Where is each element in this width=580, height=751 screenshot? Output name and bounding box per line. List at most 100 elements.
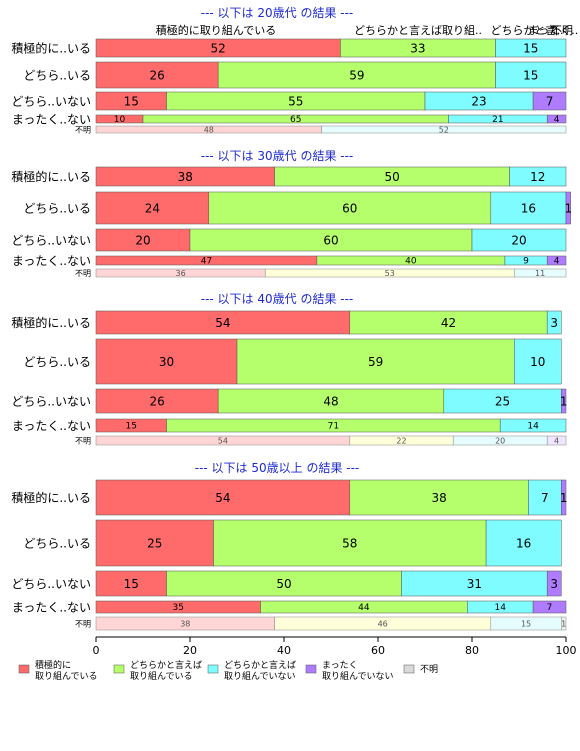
data-label: 30 [159, 355, 174, 369]
row-label: まったく..ない [12, 601, 91, 615]
data-label: 12 [530, 170, 545, 184]
data-label: 44 [358, 603, 370, 613]
bar-segment [485, 519, 562, 567]
total-bar-segment [546, 435, 567, 446]
bar-segment [401, 570, 548, 597]
bar-segment [561, 479, 567, 516]
data-label: 71 [328, 422, 339, 432]
data-label: 21 [492, 115, 503, 125]
bar-segment [509, 166, 567, 187]
total-data-label: 11 [535, 269, 545, 278]
bar-segment [95, 519, 214, 567]
legend-swatch [305, 664, 317, 674]
data-label: 60 [342, 201, 357, 215]
bar-segment [217, 61, 496, 89]
data-label: 50 [384, 170, 399, 184]
data-label: 54 [215, 491, 230, 505]
bar-segment [546, 114, 567, 124]
legend-swatch [113, 664, 125, 674]
bar-segment [514, 338, 562, 385]
bar-segment [95, 61, 219, 89]
data-label: 58 [342, 536, 357, 550]
row-label: どちら..いない [11, 234, 91, 248]
bar-segment [95, 191, 210, 225]
total-data-label: 15 [521, 620, 531, 629]
data-label: 1 [560, 491, 568, 505]
bar-segment [95, 479, 351, 516]
total-bar-segment [514, 268, 567, 278]
total-row-label: 不明 [75, 437, 91, 446]
data-label: 20 [135, 233, 150, 247]
data-label: 54 [215, 316, 230, 330]
panel-title: --- 以下は 30歳代 の結果 --- [201, 149, 354, 163]
bar-segment [236, 338, 515, 385]
total-bar-segment [561, 616, 567, 631]
data-label: 9 [523, 257, 529, 267]
data-label: 35 [173, 603, 184, 613]
total-bar-segment [321, 125, 567, 134]
x-tick-label: 100 [556, 644, 577, 657]
legend-label: 積極的に [35, 659, 71, 671]
data-label: 47 [201, 257, 212, 267]
data-label: 50 [276, 577, 291, 591]
bar-segment [471, 228, 567, 252]
legend-label: どちらかと言えば [130, 659, 202, 671]
top-column-label: どちらかと言えば取り組.. [354, 24, 482, 37]
total-data-label: 48 [204, 126, 214, 135]
data-label: 14 [527, 422, 539, 432]
legend-swatch [18, 664, 30, 674]
legend-label: 取り組んでいる [35, 670, 98, 682]
data-label: 10 [114, 115, 126, 125]
data-label: 26 [149, 394, 164, 408]
x-tick-label: 0 [93, 644, 100, 657]
bar-segment [95, 388, 219, 414]
bar-segment [546, 570, 562, 597]
legend-label: まったく [322, 660, 358, 671]
bar-segment [546, 310, 562, 335]
bar-segment [166, 570, 402, 597]
data-label: 23 [471, 94, 486, 108]
top-column-label: まったく.. [528, 24, 579, 37]
total-row-label: 不明 [75, 126, 91, 135]
x-tick-label: 80 [465, 644, 479, 657]
data-label: 59 [368, 355, 383, 369]
data-label: 15 [126, 422, 137, 432]
data-label: 40 [405, 257, 417, 267]
row-label: どちら..いない [11, 95, 91, 109]
data-label: 1 [560, 394, 568, 408]
row-label: どちら..いない [11, 395, 91, 409]
row-label: まったく..ない [12, 419, 91, 433]
x-tick-label: 20 [183, 644, 197, 657]
data-label: 15 [124, 577, 139, 591]
total-data-label: 54 [218, 437, 228, 446]
legend-swatch [207, 664, 219, 674]
bar-segment [490, 191, 567, 225]
total-data-label: 4 [554, 437, 559, 446]
data-label: 60 [323, 233, 338, 247]
bar-segment [213, 519, 487, 567]
total-data-label: 52 [439, 126, 449, 135]
x-tick-label: 40 [277, 644, 291, 657]
row-label: 積極的に..いる [11, 41, 91, 56]
panel-title: --- 以下は 20歳代 の結果 --- [201, 6, 354, 20]
data-label: 52 [211, 41, 226, 55]
bar-segment [217, 388, 445, 414]
bar-segment [561, 388, 567, 414]
bar-segment [95, 570, 167, 597]
bar-segment [208, 191, 492, 225]
row-label: どちら..いない [11, 577, 91, 591]
bar-segment [528, 479, 562, 516]
panel-title: --- 以下は 40歳代 の結果 --- [201, 292, 354, 306]
total-data-label: 53 [385, 269, 395, 278]
legend-label: 取り組んでいない [322, 670, 394, 682]
row-label: どちら..いる [23, 355, 91, 369]
total-row-label: 不明 [75, 620, 91, 629]
row-label: 積極的に..いる [11, 490, 91, 505]
data-label: 25 [147, 536, 162, 550]
data-label: 3 [550, 316, 558, 330]
data-label: 59 [349, 68, 364, 82]
data-label: 3 [550, 577, 558, 591]
data-label: 7 [547, 603, 553, 613]
data-label: 42 [441, 316, 456, 330]
